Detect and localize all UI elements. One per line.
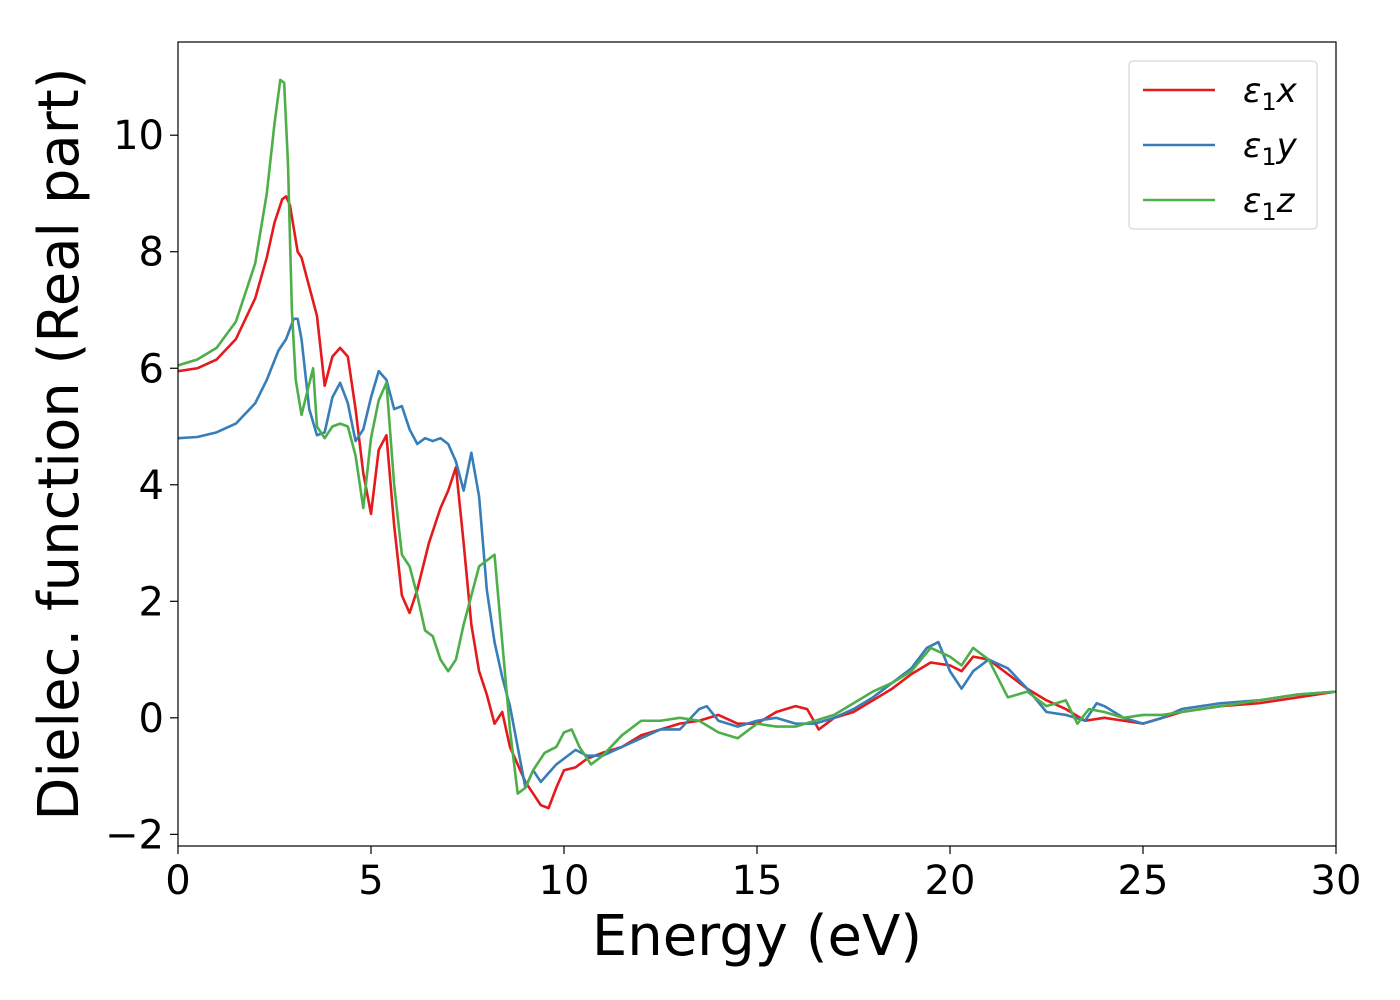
x-tick-label: 0 (165, 858, 190, 904)
y-tick-label: 0 (139, 696, 164, 742)
x-tick-label: 30 (1311, 858, 1362, 904)
y-tick-label: 4 (139, 463, 164, 509)
x-axis-label: Energy (eV) (592, 904, 922, 969)
y-tick-label: 10 (113, 113, 164, 159)
x-tick-label: 25 (1118, 858, 1169, 904)
series-line-x (178, 196, 1336, 808)
y-tick-label: 8 (139, 230, 164, 276)
y-tick-label: 6 (139, 346, 164, 392)
x-tick-label: 15 (732, 858, 783, 904)
y-tick-label: −2 (105, 812, 164, 858)
x-tick-label: 20 (925, 858, 976, 904)
x-tick-label: 10 (539, 858, 590, 904)
y-tick-label: 2 (139, 579, 164, 625)
x-tick-label: 5 (358, 858, 383, 904)
y-axis-label: Dielec. function (Real part) (27, 67, 92, 820)
